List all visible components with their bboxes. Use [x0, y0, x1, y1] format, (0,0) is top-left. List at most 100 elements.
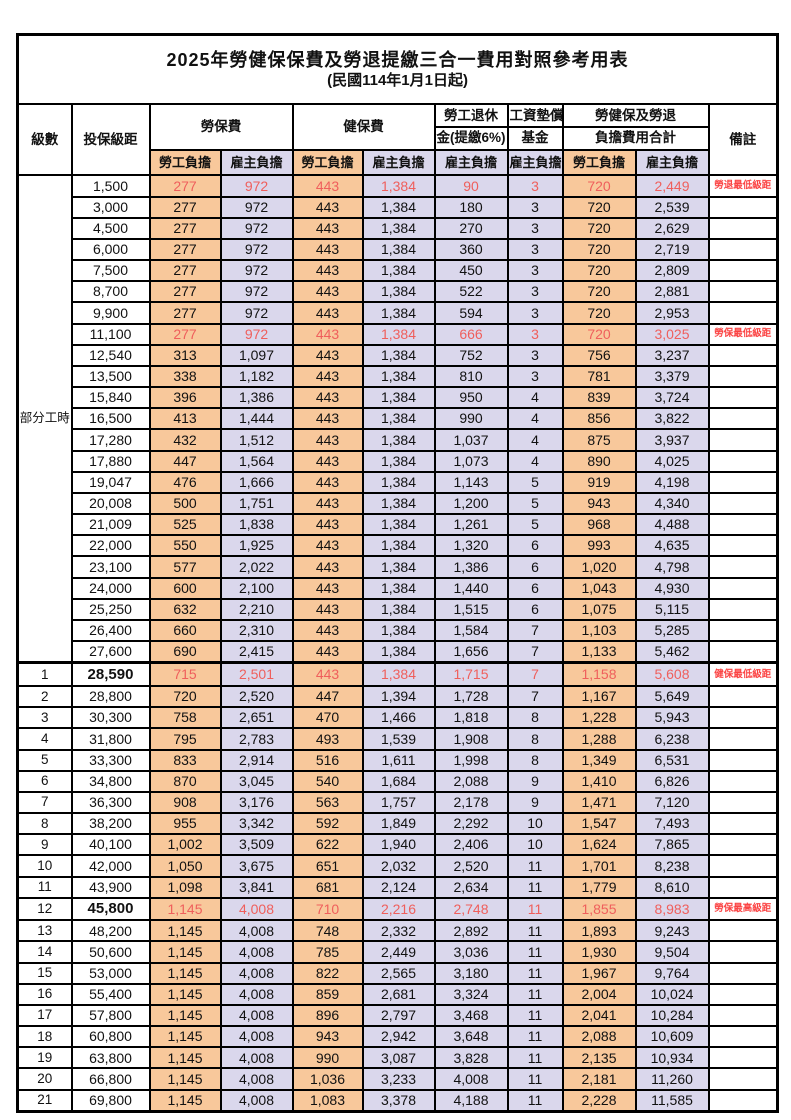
cell-pension-employer: 666: [433, 322, 509, 346]
cell-labor-employee: 870: [148, 769, 222, 793]
cell-note: [707, 727, 779, 751]
cell-labor-employer: 4,008: [219, 919, 294, 943]
cell-pension-employer: 1,818: [433, 706, 509, 730]
cell-health-employee: 443: [291, 597, 364, 621]
cell-level: 10: [16, 854, 73, 878]
cell-health-employee: 443: [291, 534, 364, 558]
table-row: 23,100 577 2,022 443 1,384 1,386 6 1,020 4,798: [18, 555, 779, 579]
cell-pension-employer: 1,715: [433, 661, 509, 688]
cell-total-employee: 1,893: [561, 919, 637, 943]
cell-note: [707, 833, 779, 857]
cell-labor-employee: 1,145: [148, 1067, 222, 1091]
header-pension-line2: 金(提繳6%): [433, 126, 509, 151]
cell-health-employee: 443: [291, 513, 364, 537]
cell-note: [707, 195, 779, 219]
cell-note: [707, 491, 779, 516]
cell-health-employer: 1,384: [361, 386, 436, 410]
table-row: 17 57,800 1,145 4,008 896 2,797 3,468 11 2,041 10…: [16, 1003, 779, 1028]
cell-fund-employer: 11: [506, 896, 564, 922]
cell-pension-employer: 1,386: [433, 555, 509, 579]
cell-bracket: 7,500: [70, 259, 151, 283]
cell-fund-employer: 3: [506, 174, 564, 198]
cell-health-employer: 1,384: [361, 597, 436, 621]
cell-bracket: 53,000: [70, 961, 151, 985]
cell-level: 8: [16, 812, 73, 836]
cell-total-employer: 6,238: [634, 727, 710, 751]
cell-total-employee: 1,855: [561, 896, 637, 922]
cell-level: 6: [16, 769, 73, 793]
cell-bracket: 30,300: [70, 706, 151, 730]
cell-health-employee: 443: [291, 576, 364, 600]
cell-labor-employee: 277: [148, 322, 222, 346]
cell-labor-employee: 550: [148, 534, 222, 558]
cell-fund-employer: 3: [506, 237, 564, 262]
cell-health-employee: 443: [291, 386, 364, 410]
cell-fund-employer: 11: [506, 875, 564, 899]
cell-bracket: 17,880: [70, 449, 151, 473]
cell-fund-employer: 3: [506, 301, 564, 325]
table-row: 17,880 447 1,564 443 1,384 1,073 4 890 4,025: [18, 449, 779, 473]
cell-pension-employer: 90: [433, 174, 509, 198]
subheader-labor-employer: 雇主負擔: [219, 148, 294, 177]
cell-labor-employer: 972: [219, 301, 294, 325]
cell-health-employer: 1,384: [361, 449, 436, 473]
cell-level: 18: [16, 1025, 73, 1049]
cell-total-employer: 11,260: [634, 1067, 710, 1091]
cell-total-employer: 7,865: [634, 833, 710, 857]
table-body: 部分工時 1,500 277 972 443 1,384 90 3 720 2,449 勞退最低級距…: [16, 174, 779, 1113]
cell-health-employee: 443: [291, 661, 364, 688]
cell-note: [707, 597, 779, 621]
cell-fund-employer: 4: [506, 428, 564, 452]
cell-total-employee: 1,103: [561, 618, 637, 643]
cell-health-employer: 1,611: [361, 748, 436, 772]
cell-labor-employer: 3,675: [219, 854, 294, 878]
cell-note: [707, 790, 779, 815]
table-row: 11 43,900 1,098 3,841 681 2,124 2,634 11 1,779 8,…: [16, 875, 779, 899]
cell-total-employee: 720: [561, 174, 637, 198]
cell-total-employee: 720: [561, 301, 637, 325]
table-row: 16 55,400 1,145 4,008 859 2,681 3,324 11 2,004 10…: [16, 982, 779, 1006]
cell-health-employer: 1,384: [361, 343, 436, 367]
cell-fund-employer: 6: [506, 597, 564, 621]
cell-labor-employer: 1,838: [219, 513, 294, 537]
cell-fund-employer: 6: [506, 534, 564, 558]
title-cell: 2025年勞健保保費及勞退提繳三合一費用對照參考用表 (民國114年1月1日起): [16, 33, 779, 106]
cell-total-employer: 10,284: [634, 1003, 710, 1028]
cell-health-employer: 2,124: [361, 875, 436, 899]
table-row: 14 50,600 1,145 4,008 785 2,449 3,036 11 1,930 9,…: [16, 940, 779, 964]
table-row: 18 60,800 1,145 4,008 943 2,942 3,648 11 2,088 10…: [16, 1025, 779, 1049]
cell-labor-employee: 525: [148, 513, 222, 537]
cell-total-employer: 11,585: [634, 1088, 710, 1113]
table-row: 22,000 550 1,925 443 1,384 1,320 6 993 4,635: [18, 534, 779, 558]
cell-total-employer: 5,943: [634, 706, 710, 730]
cell-labor-employee: 1,145: [148, 1046, 222, 1070]
cell-labor-employee: 955: [148, 812, 222, 836]
cell-total-employer: 2,539: [634, 195, 710, 219]
cell-labor-employer: 4,008: [219, 961, 294, 985]
cell-total-employee: 1,410: [561, 769, 637, 793]
cell-fund-employer: 11: [506, 961, 564, 985]
cell-health-employee: 563: [291, 790, 364, 815]
cell-health-employer: 1,466: [361, 706, 436, 730]
cell-health-employer: 1,384: [361, 618, 436, 643]
cell-total-employer: 7,120: [634, 790, 710, 815]
cell-total-employee: 720: [561, 237, 637, 262]
cell-health-employee: 651: [291, 854, 364, 878]
cell-bracket: 50,600: [70, 940, 151, 964]
cell-fund-employer: 10: [506, 833, 564, 857]
header-labor-insurance: 勞保費: [148, 103, 294, 151]
cell-bracket: 66,800: [70, 1067, 151, 1091]
cell-bracket: 13,500: [70, 364, 151, 389]
cell-bracket: 57,800: [70, 1003, 151, 1028]
cell-labor-employer: 4,008: [219, 1025, 294, 1049]
cell-total-employee: 1,471: [561, 790, 637, 815]
cell-health-employee: 1,036: [291, 1067, 364, 1091]
cell-pension-employer: 594: [433, 301, 509, 325]
cell-note: [707, 280, 779, 304]
cell-total-employee: 968: [561, 513, 637, 537]
cell-health-employer: 1,849: [361, 812, 436, 836]
cell-note: [707, 555, 779, 579]
cell-level: 17: [16, 1003, 73, 1028]
cell-labor-employer: 4,008: [219, 1046, 294, 1070]
cell-labor-employer: 2,783: [219, 727, 294, 751]
